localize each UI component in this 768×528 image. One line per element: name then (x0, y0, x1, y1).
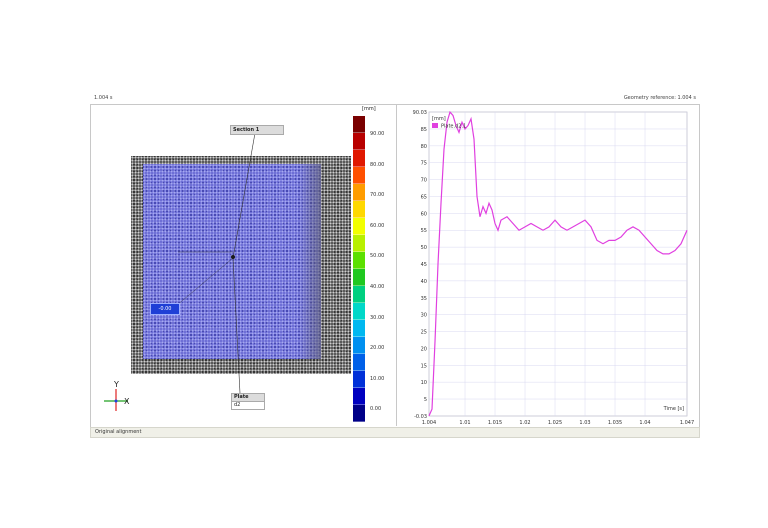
y-tick-label: 50 (421, 245, 427, 251)
x-axis-label: Time [s] (663, 406, 684, 412)
y-tick-label: 20 (421, 346, 427, 352)
displacement-overlay[interactable] (143, 164, 321, 359)
status-text: Original alignment (95, 429, 142, 435)
colorbar-swatch (353, 133, 365, 150)
colorbar[interactable] (353, 116, 365, 422)
x-tick-label: 1.02 (519, 420, 530, 426)
y-axis-label: [mm] (432, 116, 446, 122)
y-tick-label: 5 (424, 397, 427, 403)
colorbar-tick-label: 50.00 (370, 253, 385, 260)
y-tick-label: 40 (421, 279, 427, 285)
section-label[interactable]: Section 1 (230, 125, 284, 135)
value-leader-line (175, 257, 234, 307)
legend-swatch (432, 123, 438, 128)
colorbar-swatch (353, 303, 365, 320)
section-line-lower (232, 257, 241, 394)
y-tick-label: -0.03 (414, 414, 427, 420)
x-tick-label: 1.025 (548, 420, 562, 426)
colorbar-swatch (353, 269, 365, 286)
series-line (428, 110, 688, 417)
colorbar-swatch (353, 167, 365, 184)
y-tick-label: 25 (421, 330, 427, 336)
colorbar-tick-label: 70.00 (370, 192, 385, 199)
x-tick-label: 1.03 (579, 420, 590, 426)
colorbar-tick-label: 10.00 (370, 375, 385, 382)
colorbar-tick-label: 60.00 (370, 222, 385, 229)
legend-label: Plate.d2.1 (441, 124, 466, 130)
x-tick-label: 1.015 (488, 420, 502, 426)
overlay-texture (143, 164, 321, 359)
x-tick-label: 1.01 (459, 420, 470, 426)
x-tick-label: 1.04 (639, 420, 650, 426)
colorbar-swatch (353, 218, 365, 235)
y-tick-label: 55 (421, 228, 427, 234)
y-tick-label: 45 (421, 262, 427, 268)
colorbar-swatch (353, 405, 365, 422)
colorbar-swatch (353, 388, 365, 405)
value-tag[interactable]: -0.00 (150, 303, 180, 315)
view-divider[interactable] (396, 104, 397, 426)
colorbar-tick-label: 40.00 (370, 284, 385, 290)
y-tick-label: 70 (421, 178, 427, 184)
center-marker (231, 255, 235, 259)
x-tick-label: 1.004 (422, 420, 436, 426)
colorbar-swatch (353, 286, 365, 303)
y-tick-label: 35 (421, 296, 427, 302)
colorbar-tick-label: 90.00 (370, 131, 385, 137)
geometry-reference-label: Geometry reference: 1.004 s (623, 95, 696, 101)
axis-y-label: Y (114, 380, 119, 389)
y-tick-label: 80 (421, 144, 427, 150)
status-bar: Original alignment (90, 427, 700, 438)
y-tick-label: 15 (421, 363, 427, 369)
time-label: 1.004 s (94, 95, 113, 101)
y-tick-label: 85 (421, 127, 427, 133)
colorbar-swatch (353, 201, 365, 218)
colorbar-swatch (353, 116, 365, 133)
colorbar-swatch (353, 252, 365, 269)
colorbar-tick-label: 0.00 (370, 406, 382, 413)
x-tick-label: 1.035 (608, 420, 622, 426)
x-tick-label: 1.047 (680, 420, 694, 426)
colorbar-unit: [mm] (362, 106, 376, 112)
section-line (232, 132, 256, 259)
colorbar-swatch (353, 371, 365, 388)
y-tick-label: 10 (421, 380, 427, 386)
colorbar-swatch (353, 337, 365, 354)
y-tick-label: 60 (421, 211, 427, 217)
colorbar-tick-label: 30.00 (370, 314, 385, 321)
coordinate-axes-icon (104, 389, 128, 411)
y-tick-label: 30 (421, 313, 427, 319)
colorbar-swatch (353, 150, 365, 167)
colorbar-swatch (353, 235, 365, 252)
plate-value: d2 (231, 401, 265, 410)
colorbar-tick-label: 80.00 (370, 161, 385, 168)
y-tick-label: 90.03 (413, 110, 427, 116)
colorbar-swatch (353, 184, 365, 201)
y-tick-label: 65 (421, 194, 427, 200)
y-tick-label: 75 (421, 161, 427, 167)
line-chart[interactable]: -0.03 5 10 15 20 25 30 35 40 45 50 55 60 65 70 75 80 85 90… (397, 104, 698, 426)
colorbar-swatch (353, 320, 365, 337)
overlay-edge (299, 164, 321, 359)
colorbar-swatch (353, 354, 365, 371)
view-header: 1.004 s Geometry reference: 1.004 s (90, 94, 698, 104)
colorbar-tick-label: 20.00 (370, 345, 385, 352)
axis-x-label: X (124, 397, 130, 406)
